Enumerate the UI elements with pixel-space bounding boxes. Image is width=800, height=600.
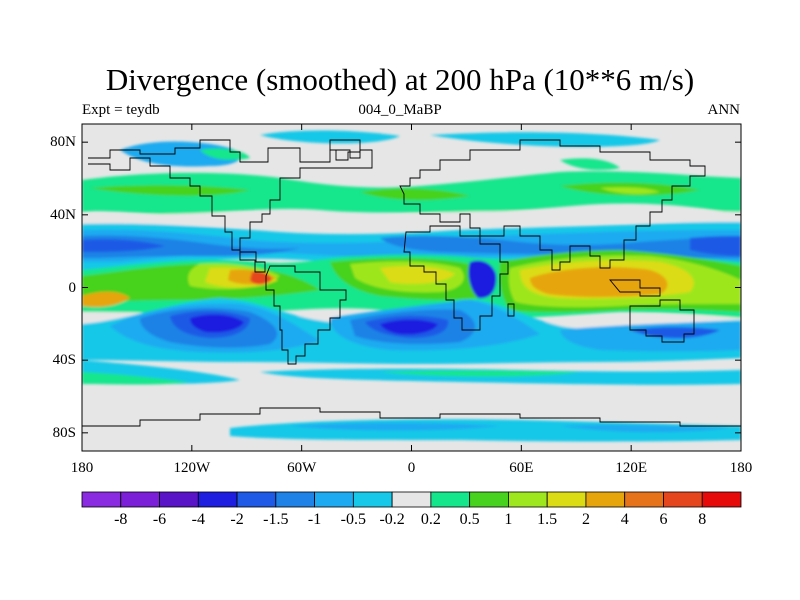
coastline-greenland [329, 139, 361, 161]
colorbar-label: 0.2 [420, 511, 441, 528]
colorbar-swatch [508, 491, 548, 508]
colorbar-swatch [197, 491, 238, 508]
axis-ticks [81, 124, 742, 451]
y-tick-label: 40N [50, 206, 76, 223]
contour-band [260, 130, 400, 144]
colorbar-label: -0.5 [340, 511, 367, 528]
contour-band [380, 370, 580, 377]
colorbar-swatch [159, 491, 199, 508]
contour-band [600, 187, 660, 195]
colorbar-label: -2 [230, 511, 244, 528]
x-tick-label: 120W [173, 460, 211, 476]
contour-band [82, 372, 190, 385]
colorbar-label: -6 [152, 511, 167, 528]
contour-band [190, 314, 244, 333]
x-tick-label: 0 [407, 460, 416, 476]
contour-band [468, 260, 497, 299]
x-tick-label: 120E [615, 460, 647, 476]
colorbar-swatch [469, 491, 509, 508]
colorbar-label: -8 [114, 511, 128, 528]
colorbar-swatch [663, 491, 703, 508]
colorbar-swatch [430, 491, 471, 508]
colorbar-swatch [120, 491, 160, 508]
experiment-label: Expt = teydb [82, 102, 160, 118]
contour-band [360, 188, 470, 201]
y-tick-label: 0 [68, 279, 77, 296]
coastline-south-america [265, 265, 347, 365]
colorbar-swatch [701, 491, 742, 508]
colorbar-label: -4 [191, 511, 205, 528]
time-label: 004_0_MaBP [358, 102, 442, 118]
coastline-europe-asia [399, 139, 706, 271]
x-tick-label: 180 [70, 460, 94, 476]
colorbar-swatch [352, 491, 393, 508]
coastline-north-america [88, 139, 373, 273]
colorbar-label: 1.5 [537, 511, 558, 528]
colorbar-swatch [236, 491, 277, 508]
colorbar-label: -1 [307, 511, 322, 528]
colorbar-swatch [275, 491, 315, 508]
contour-band [82, 211, 741, 229]
colorbar-swatch [585, 491, 626, 508]
colorbar-swatch [314, 491, 354, 508]
plot-title: Divergence (smoothed) at 200 hPa (10**6 … [105, 62, 695, 97]
y-tick-label: 80S [52, 424, 76, 441]
colorbar-label: 0.5 [459, 511, 480, 528]
colorbar-label: 4 [620, 511, 629, 528]
contour-band [690, 236, 741, 256]
coastline-southeast-asia [609, 279, 661, 297]
y-tick-label: 40S [52, 352, 76, 369]
season-label: ANN [707, 102, 741, 118]
contour-band [200, 148, 250, 160]
coastline-madagascar [507, 303, 515, 317]
colorbar-label: 6 [659, 511, 668, 528]
colorbar-swatch [624, 491, 664, 508]
contour-band [82, 291, 130, 308]
colorbar-label: -0.2 [379, 511, 405, 528]
contour-band [260, 368, 741, 385]
colorbar-label: -1.5 [263, 511, 289, 528]
colorbar-swatch [81, 491, 122, 508]
colorbar-swatch [546, 491, 587, 508]
coastline-australia [629, 299, 695, 343]
coastline-antarctica [82, 407, 741, 427]
contour-band [90, 185, 250, 196]
contour-band [530, 267, 668, 297]
colorbar-label: 8 [698, 511, 707, 528]
coastline-overlay [82, 139, 741, 427]
contour-band [560, 425, 730, 433]
coastline-africa [403, 225, 509, 331]
colorbar [81, 491, 742, 508]
colorbar-label: 1 [504, 511, 513, 528]
colorbar-swatch [391, 491, 432, 508]
x-tick-label: 180 [729, 460, 753, 476]
contour-band [560, 158, 620, 170]
y-tick-label: 80N [50, 134, 76, 151]
divergence-field [82, 124, 741, 451]
contour-band [630, 327, 720, 339]
colorbar-label: 2 [581, 511, 590, 528]
x-tick-label: 60W [287, 460, 317, 476]
contour-band [290, 423, 500, 431]
contour-band [82, 239, 165, 252]
contour-band [380, 319, 438, 335]
x-tick-label: 60E [509, 460, 534, 476]
